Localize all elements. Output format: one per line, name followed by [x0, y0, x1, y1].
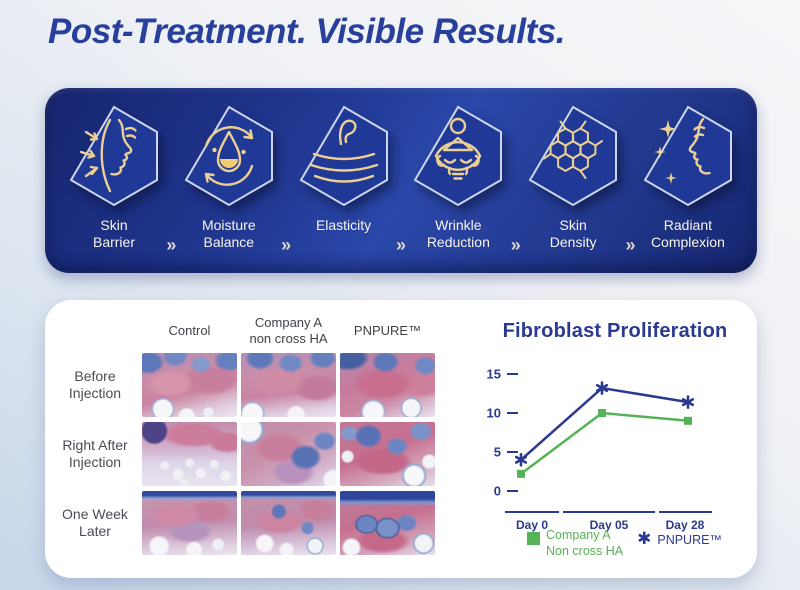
row-label-right-after-injection: Right After Injection [62, 436, 128, 471]
radiant-complexion-icon [643, 105, 732, 207]
svg-text:5: 5 [494, 445, 501, 460]
chevron-right-icon: » [281, 235, 292, 255]
skin-density-icon [528, 105, 618, 207]
histology-image-before-control [142, 353, 237, 417]
svg-text:10: 10 [487, 406, 501, 421]
svg-text:15: 15 [487, 367, 501, 382]
benefit-moisture-balance: Moisture Balance [180, 104, 278, 251]
histology-image-after-company-a [241, 422, 336, 486]
chevron-right-icon: » [510, 235, 521, 255]
column-header-pnpure: PNPURE™ [353, 322, 422, 338]
histology-image-after-pnpure [340, 422, 435, 486]
skin-barrier-icon [69, 105, 158, 207]
benefit-wrinkle-reduction: Wrinkle Reduction [409, 104, 507, 251]
svg-text:Day 0: Day 0 [516, 518, 548, 532]
legend-item-company-a: Company A Non cross HA [527, 527, 623, 560]
company-a-square-marker-icon [527, 532, 540, 545]
benefit-label: Moisture Balance [201, 217, 256, 250]
chart-legend: Company A Non cross HA ✱ PNPURE™ [527, 527, 722, 560]
benefit-elasticity: Elasticity [295, 104, 393, 234]
column-header-control: Control [168, 322, 211, 338]
chevron-right-icon: » [395, 235, 406, 255]
histology-image-week-company-a [241, 491, 336, 555]
histology-image-before-company-a [241, 353, 336, 417]
wrinkle-reduction-icon [413, 105, 503, 207]
svg-text:Day 05: Day 05 [590, 518, 629, 532]
row-label-one-week-later: One Week Later [62, 505, 128, 540]
histology-image-after-control [142, 422, 237, 486]
column-header-company-a: Company A non cross HA [249, 314, 328, 346]
pnpure-asterisk-marker-icon: ✱ [637, 529, 652, 548]
svg-text:Day 28: Day 28 [666, 518, 705, 532]
results-card: Control Company A non cross HA PNPURE™ B… [45, 300, 757, 578]
benefit-label: Skin Density [549, 217, 597, 250]
histology-column-headers: Control Company A non cross HA PNPURE™ [142, 312, 435, 350]
benefit-skin-density: Skin Density [524, 104, 622, 251]
histology-image-week-control [142, 491, 237, 555]
legend-label-company-a: Company A Non cross HA [546, 528, 624, 559]
row-label-before-injection: Before Injection [68, 367, 122, 402]
benefits-banner: Skin Barrier » Moisture Balance » Elasti… [45, 88, 757, 273]
svg-text:0: 0 [494, 484, 501, 499]
histology-image-week-pnpure [340, 491, 435, 555]
chart-title: Fibroblast Proliferation [502, 320, 728, 342]
benefit-label: Skin Barrier [92, 217, 135, 250]
histology-image-grid [142, 353, 435, 555]
fibroblast-chart: 0 5 10 15 Day 0 Day 05 Day 28 [487, 367, 712, 532]
legend-label-pnpure: PNPURE™ [657, 533, 722, 547]
benefit-label: Radiant Complexion [650, 217, 725, 250]
chevron-right-icon: » [166, 235, 177, 255]
histology-row-labels: Before Injection Right After Injection O… [51, 353, 139, 560]
chevron-right-icon: » [625, 235, 636, 255]
benefit-radiant-complexion: Radiant Complexion [639, 104, 737, 251]
page-title: Post-Treatment. Visible Results. [48, 12, 565, 51]
legend-item-pnpure: ✱ PNPURE™ [637, 527, 722, 548]
moisture-balance-icon [184, 105, 273, 207]
benefit-skin-barrier: Skin Barrier [65, 104, 163, 251]
elasticity-icon [299, 105, 388, 207]
benefit-label: Wrinkle Reduction [426, 217, 490, 250]
histology-image-before-pnpure [340, 353, 435, 417]
benefit-label: Elasticity [315, 217, 372, 233]
